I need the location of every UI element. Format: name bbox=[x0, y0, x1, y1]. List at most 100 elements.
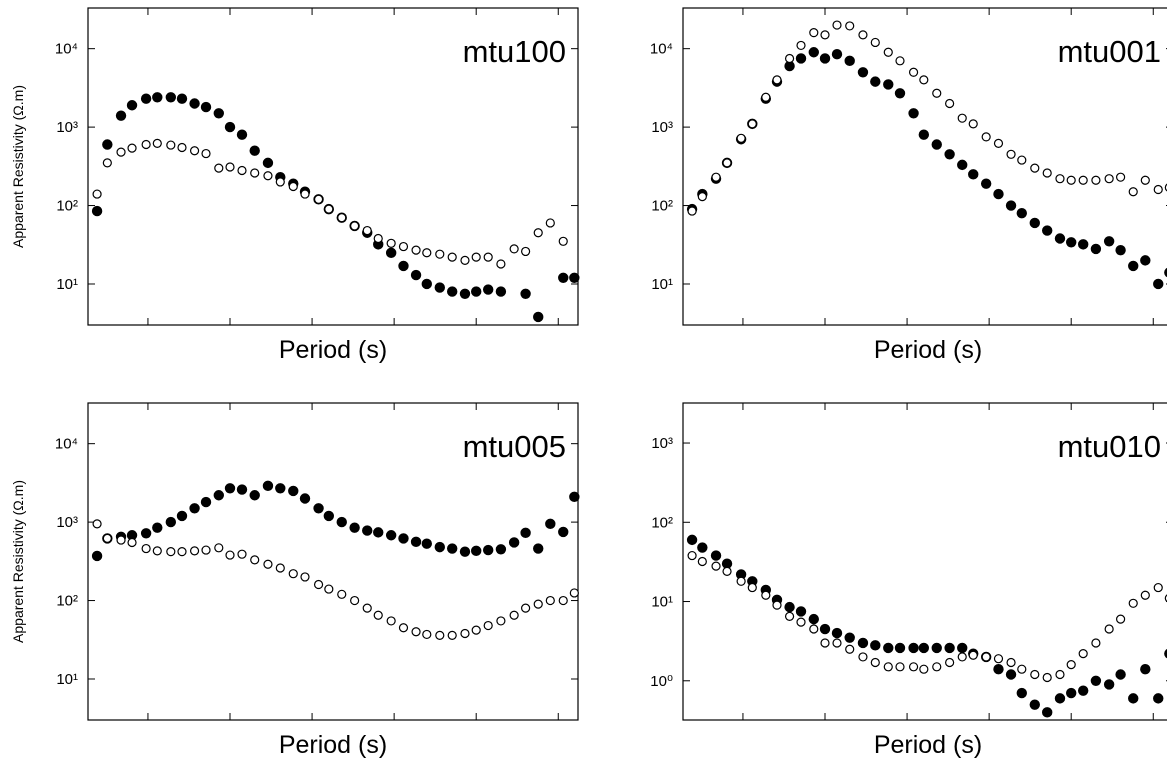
filled-point bbox=[819, 53, 831, 64]
open-point bbox=[373, 610, 383, 620]
open-point bbox=[845, 644, 855, 654]
panel: 10¹ 10² 10³ 10⁴ Period (s) mtu001 bbox=[650, 7, 1167, 364]
x-axis-label: Period (s) bbox=[874, 336, 982, 364]
filled-point bbox=[1077, 685, 1089, 696]
filled-point bbox=[1029, 217, 1040, 229]
y-tick-label: 10¹ bbox=[651, 276, 673, 293]
filled-point bbox=[784, 601, 795, 613]
open-point bbox=[687, 206, 697, 216]
filled-point bbox=[176, 510, 188, 522]
filled-point bbox=[1115, 669, 1126, 680]
open-point bbox=[809, 28, 819, 38]
open-point bbox=[968, 119, 978, 129]
open-point bbox=[1153, 582, 1163, 593]
filled-point bbox=[558, 526, 569, 538]
open-point bbox=[697, 192, 707, 202]
filled-point bbox=[1090, 675, 1102, 686]
open-point bbox=[398, 623, 409, 633]
filled-point bbox=[434, 282, 445, 293]
filled-point bbox=[373, 527, 384, 538]
open-point bbox=[435, 249, 445, 259]
open-point bbox=[447, 630, 457, 640]
filled-point bbox=[249, 490, 260, 501]
filled-point bbox=[569, 491, 580, 503]
filled-point bbox=[1140, 255, 1151, 266]
open-point bbox=[1055, 669, 1065, 680]
filled-point bbox=[398, 260, 409, 272]
filled-point bbox=[459, 288, 471, 299]
open-point bbox=[1091, 175, 1101, 185]
open-point bbox=[337, 213, 347, 223]
open-point bbox=[166, 547, 176, 557]
filled-point bbox=[808, 47, 819, 58]
filled-point bbox=[446, 286, 458, 297]
filled-point bbox=[1065, 237, 1077, 248]
filled-point bbox=[299, 493, 311, 504]
filled-point bbox=[176, 93, 188, 104]
open-point bbox=[422, 248, 432, 258]
open-point bbox=[697, 556, 707, 567]
open-point bbox=[919, 75, 929, 85]
filled-point bbox=[249, 145, 260, 156]
open-point bbox=[1017, 664, 1027, 674]
filled-point bbox=[883, 79, 894, 90]
filled-point bbox=[152, 522, 163, 533]
open-point bbox=[832, 638, 842, 648]
filled-point bbox=[844, 55, 855, 67]
open-point bbox=[1006, 657, 1016, 668]
filled-point bbox=[558, 272, 569, 283]
open-point bbox=[214, 543, 224, 553]
y-axis-label: Apparent Resistivity (Ω.m) bbox=[10, 480, 26, 643]
open-point bbox=[225, 162, 235, 172]
y-tick-label: 10² bbox=[56, 593, 78, 610]
open-point bbox=[845, 21, 855, 31]
filled-point bbox=[434, 541, 445, 553]
open-point bbox=[127, 537, 137, 548]
open-point bbox=[711, 561, 721, 571]
open-point bbox=[435, 630, 445, 640]
y-tick-label: 10³ bbox=[56, 514, 78, 531]
open-point bbox=[288, 569, 298, 579]
open-point bbox=[1091, 638, 1101, 648]
filled-point bbox=[189, 98, 200, 109]
filled-point bbox=[470, 545, 482, 557]
open-point bbox=[1116, 614, 1126, 624]
filled-point bbox=[697, 542, 708, 553]
filled-point bbox=[482, 544, 494, 556]
open-point bbox=[116, 535, 126, 545]
filled-point bbox=[1115, 244, 1126, 256]
filled-point bbox=[200, 496, 212, 508]
filled-point bbox=[446, 543, 458, 554]
open-point bbox=[263, 559, 273, 569]
filled-point bbox=[569, 272, 580, 283]
open-point bbox=[1042, 168, 1052, 178]
filled-point bbox=[908, 642, 919, 654]
open-point bbox=[496, 259, 506, 269]
open-point bbox=[460, 255, 470, 265]
filled-point bbox=[1164, 267, 1167, 278]
filled-point bbox=[1005, 200, 1017, 211]
open-point bbox=[300, 189, 310, 199]
filled-point bbox=[870, 76, 881, 87]
y-tick-label: 10² bbox=[56, 198, 78, 215]
filled-point bbox=[200, 101, 212, 113]
y-tick-label: 10³ bbox=[651, 435, 673, 452]
filled-point bbox=[126, 100, 138, 111]
open-point bbox=[411, 627, 421, 637]
filled-point bbox=[459, 546, 471, 557]
open-point bbox=[471, 252, 481, 262]
open-point bbox=[784, 611, 795, 621]
filled-point bbox=[91, 550, 103, 562]
open-point bbox=[957, 652, 967, 662]
y-tick-label: 10² bbox=[651, 514, 673, 531]
filled-point bbox=[1153, 693, 1164, 704]
filled-point bbox=[495, 544, 507, 555]
open-point bbox=[102, 158, 112, 168]
open-point bbox=[483, 252, 493, 262]
filled-point bbox=[385, 530, 397, 541]
filled-point bbox=[883, 642, 894, 654]
open-point bbox=[1078, 175, 1088, 185]
open-point bbox=[1104, 174, 1114, 184]
